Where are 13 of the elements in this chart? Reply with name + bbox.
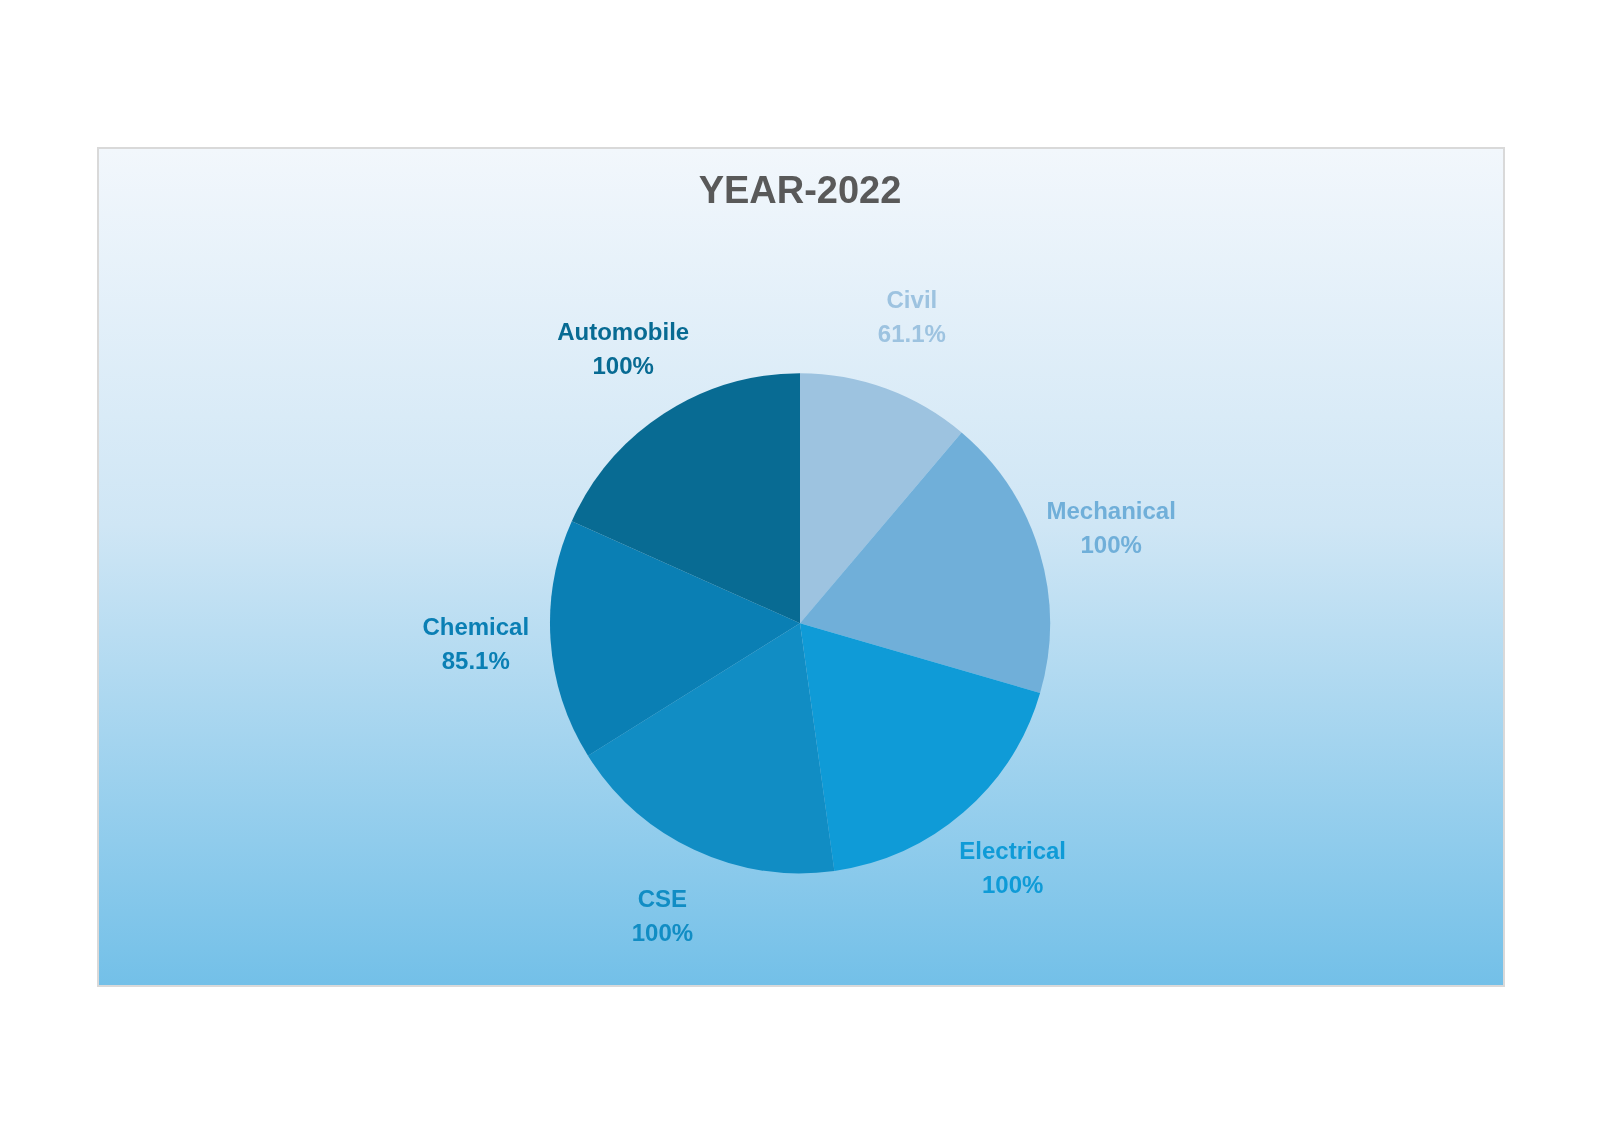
slice-label: Mechanical <box>1046 497 1176 525</box>
data-label: 100% <box>592 352 654 380</box>
data-label: 100% <box>631 919 694 947</box>
data-label: 85.1% <box>441 647 510 675</box>
slice-label: CSE <box>637 885 688 913</box>
chart-title: YEAR-2022 <box>698 169 902 212</box>
data-label: 100% <box>981 870 1044 898</box>
slice-label: Automobile <box>557 318 690 346</box>
slice-label: Chemical <box>422 613 530 641</box>
data-label: 100% <box>1080 531 1142 559</box>
slice-label: Civil <box>886 285 938 313</box>
slice-label: Electrical <box>959 836 1066 864</box>
data-label: 61.1% <box>877 319 946 347</box>
